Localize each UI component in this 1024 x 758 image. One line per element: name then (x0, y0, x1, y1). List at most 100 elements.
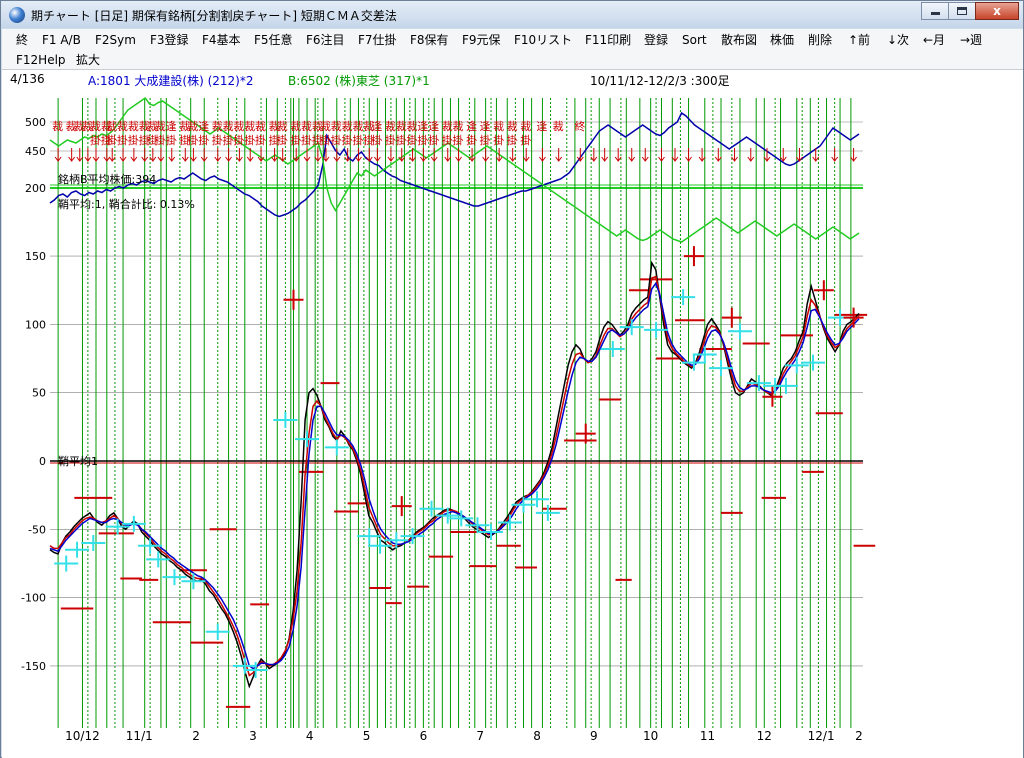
menu-item-f11-print[interactable]: F11印刷 (585, 33, 632, 47)
upper-marker-arrow-64 (850, 156, 857, 162)
upper-marker-arrow-55 (698, 156, 706, 162)
signal-label-bottom-25: 掛 (352, 133, 363, 147)
menu-item-f4-basic[interactable]: F4基本 (202, 33, 241, 47)
upper-marker-arrow-45 (555, 156, 563, 162)
upper-marker-arrow-29 (355, 156, 362, 162)
signal-label-bottom-2: 掛 (106, 133, 117, 147)
menu-item-f6-watch[interactable]: F6注目 (306, 33, 345, 47)
menu-item-f8-holding[interactable]: F8保有 (410, 33, 449, 47)
menu-item-scatter[interactable]: 散布図 (721, 33, 758, 47)
menu-item-f3-register[interactable]: F3登録 (150, 33, 189, 47)
upper-marker-arrow-30 (365, 156, 373, 162)
upper-marker-arrow-25 (314, 156, 322, 162)
upper-marker-arrow-51 (641, 156, 649, 162)
signal-label-top-21: 裁 (269, 120, 280, 133)
menu-item-f7-entry[interactable]: F7仕掛 (358, 33, 397, 47)
close-icon: x (993, 4, 1001, 18)
signal-label-top-38: 裁 (453, 120, 464, 133)
signal-label-top-36: 逢 (428, 120, 439, 133)
upper-marker-arrow-47 (590, 156, 598, 162)
signal-label-bottom-8: 掛 (166, 133, 177, 147)
cyan-mark-0 (54, 555, 79, 572)
signal-label-top-1: 裁 (66, 120, 77, 133)
x-tick-label-3: 3 (249, 729, 257, 743)
upper-marker-arrow-22 (279, 156, 287, 162)
cyan-mark-25 (511, 496, 536, 513)
upper-marker-arrow-11 (157, 156, 165, 162)
upper-marker-arrow-9 (141, 156, 149, 162)
menu-item-f10-list[interactable]: F10リスト (514, 33, 573, 47)
minimize-button[interactable] (921, 2, 949, 20)
signal-label-bottom-21: 掛 (312, 133, 323, 147)
red-mark-4 (721, 307, 742, 328)
x-tick-label-11: 11 (700, 729, 715, 743)
signal-label-top-8: 裁 (128, 120, 139, 133)
x-tick-label-5: 5 (363, 729, 371, 743)
menu-item-exit[interactable]: 終 (16, 33, 29, 47)
menu-item-prev[interactable]: ↑前 (848, 33, 871, 47)
menu-item-f12-help[interactable]: F12Help (16, 53, 66, 67)
maximize-button[interactable] (948, 2, 976, 20)
signal-label-top-12: 逢 (166, 120, 177, 133)
signal-label-top-39: 逢 (466, 120, 477, 133)
menu-item-f2-sym[interactable]: F2Sym (95, 33, 136, 47)
titlebar[interactable]: 期チャート [日足] 期保有銘柄[分割割戻チャート] 短期ＣＭＡ交差法 x (1, 1, 1023, 28)
upper-marker-arrow-33 (398, 156, 406, 162)
menu-item-month[interactable]: ←月 (923, 33, 946, 47)
upper-series-panel_b (49, 96, 860, 243)
menu-item-next[interactable]: ↓次 (887, 33, 910, 47)
signal-label-top-31: 逢 (371, 120, 382, 133)
cyan-mark-33 (692, 346, 717, 363)
cyan-mark-21 (449, 510, 474, 527)
menu-item-sort[interactable]: Sort (682, 33, 707, 47)
signal-label-top-19: 裁 (244, 120, 255, 133)
signal-label-top-30: 裁 (363, 120, 374, 133)
menu-item-f1-ab[interactable]: F1 A/B (42, 33, 81, 47)
red-mark-5 (762, 386, 783, 407)
close-button[interactable]: x (975, 2, 1019, 20)
menu-row-2: F12Help 拡大 (2, 50, 1023, 70)
upper-marker-arrow-0 (54, 156, 62, 162)
cyan-mark-4 (121, 515, 146, 532)
signal-label-bottom-33: 掛 (442, 133, 453, 147)
minimize-icon (931, 12, 940, 15)
menu-item-zoom[interactable]: 拡大 (76, 53, 101, 67)
cyan-mark-34 (709, 360, 734, 377)
signal-label-top-28: 裁 (342, 120, 353, 133)
menu-item-f5-custom[interactable]: F5任意 (254, 33, 293, 47)
menu-item-f9-orig-holding[interactable]: F9元保 (462, 33, 501, 47)
cyan-mark-17 (384, 532, 409, 549)
signal-label-top-5: 裁 (101, 120, 112, 133)
upper-marker-arrow-31 (373, 156, 381, 162)
upper-marker-arrow-53 (671, 156, 679, 162)
upper-marker-arrow-60 (779, 156, 787, 162)
menu-item-register[interactable]: 登録 (644, 33, 669, 47)
series-ma_slow (49, 281, 860, 670)
signal-label-bottom-23: 掛 (331, 133, 342, 147)
menu-item-week[interactable]: →週 (960, 33, 983, 47)
signal-label-top-41: 裁 (493, 120, 504, 133)
signal-label-bottom-0: 掛 (90, 133, 101, 147)
upper-marker-arrow-10 (149, 156, 157, 162)
signal-label-top-6: 裁 (106, 120, 117, 133)
signal-label-top-26: 裁 (320, 120, 331, 133)
upper-marker-arrow-42 (509, 156, 517, 162)
signal-label-top-15: 逢 (198, 120, 209, 133)
upper-marker-arrow-18 (235, 156, 243, 162)
signal-label-bottom-5: 掛 (139, 133, 150, 147)
maximize-icon (957, 7, 967, 15)
menu-item-delete[interactable]: 削除 (808, 33, 833, 47)
upper-marker-arrow-61 (796, 156, 803, 162)
cyan-mark-6 (146, 551, 171, 568)
cyan-mark-14 (324, 439, 349, 456)
cyan-mark-7 (162, 569, 187, 586)
signal-label-bottom-30: 掛 (407, 133, 418, 147)
signal-label-top-42: 裁 (507, 120, 518, 133)
y-tick-label-6: -150 (21, 660, 46, 673)
menu-item-price[interactable]: 株価 (770, 33, 795, 47)
chart-area[interactable]: 150 100 50 0 -50 -100 -150 500 450 200 鞘平均1 裁裁裁裁裁裁裁… (2, 88, 1023, 758)
upper-marker-arrow-59 (763, 156, 771, 162)
upper-marker-arrow-41 (495, 156, 503, 162)
upper-marker-arrow-48 (601, 156, 609, 162)
